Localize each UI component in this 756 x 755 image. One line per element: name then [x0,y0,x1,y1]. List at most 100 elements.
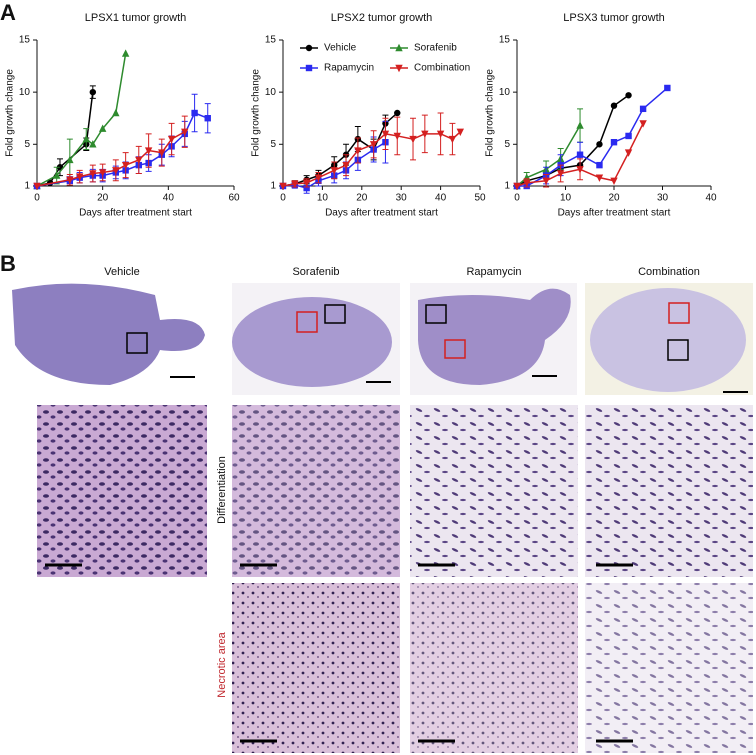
marker [369,141,378,149]
y-tick-label: 1 [504,181,510,192]
y-tick-label: 5 [270,139,276,150]
y-tick-label: 5 [504,139,510,150]
legend-marker [305,64,313,72]
inset-box [296,311,318,333]
marker [421,130,429,139]
marker [639,105,647,113]
legend-label: Vehicle [324,43,357,54]
x-tick-label: 20 [608,193,620,204]
marker [610,177,618,185]
y-tick-label: 10 [19,87,31,98]
legend-marker [395,64,403,73]
x-tick-label: 10 [560,193,572,204]
marker [112,167,120,175]
y-tick-label: 15 [265,35,277,46]
legend-label: Rapamycin [324,63,374,74]
column-label: Combination [638,266,700,278]
inset-box [444,339,466,359]
x-tick-label: 30 [657,193,669,204]
scale-bars [45,563,633,743]
panel-label: B [0,251,16,276]
marker [144,147,153,155]
marker [596,141,603,148]
marker [75,173,84,181]
x-tick-label: 0 [280,193,286,204]
series-line [36,53,127,187]
micrograph [232,405,400,577]
marker [624,149,633,157]
marker [596,161,603,169]
x-tick-label: 40 [435,193,447,204]
panel-label: A [0,0,16,25]
marker [542,177,550,185]
marker [354,147,362,155]
x-tick-label: 0 [514,193,520,204]
chart-title: LPSX2 tumor growth [331,12,433,24]
marker [66,155,74,164]
y-tick-label: 15 [19,35,31,46]
micrograph [585,405,753,577]
marker [291,180,299,189]
x-tick-label: 10 [317,193,329,204]
inset-box [425,304,447,324]
tissue [12,283,205,385]
row-label: Differentiation [216,456,228,524]
marker [303,184,310,192]
marker [664,84,671,92]
marker [98,124,107,132]
marker [82,134,90,143]
legend-label: Sorafenib [414,43,457,54]
legend-marker [395,43,403,52]
series-line [282,112,398,187]
marker [135,156,143,165]
chart-title: LPSX1 tumor growth [85,12,187,24]
x-tick-label: 60 [228,193,240,204]
y-tick-label: 10 [499,87,511,98]
tissue [418,288,571,385]
marker [98,169,107,177]
column-label: Sorafenib [292,266,339,278]
marker [394,109,401,117]
marker [121,161,130,170]
series-line [517,87,668,187]
marker [456,128,464,136]
marker [121,49,130,57]
marker [610,139,618,146]
marker [89,88,97,96]
x-tick-label: 20 [356,193,368,204]
legend-marker [305,44,313,52]
marker [381,130,390,139]
histology: Differentiation Necrotic area Vehicle So… [12,266,753,753]
row-label: Necrotic area [216,631,228,697]
y-axis-label: Fold growth change [5,69,16,157]
inset-box [324,304,346,324]
series-line [282,131,461,187]
marker [89,170,97,178]
marker [610,102,618,109]
chart-title: LPSX3 tumor growth [563,12,665,24]
tissue [232,297,392,387]
marker [112,108,120,117]
y-tick-label: 10 [265,87,277,98]
marker [181,128,189,136]
marker [330,167,338,175]
x-axis-label: Days after treatment start [79,208,192,219]
column-label: Vehicle [104,266,139,278]
marker [167,135,176,144]
y-tick-label: 5 [24,139,30,150]
y-axis-label: Fold growth change [251,69,262,157]
inset-box [667,339,689,361]
x-axis-label: Days after treatment start [558,208,671,219]
marker [314,174,323,182]
legend-label: Combination [414,63,470,74]
marker [576,151,584,158]
marker [595,174,604,182]
marker [393,132,401,141]
y-axis-label: Fold growth change [485,69,496,157]
series-line [36,112,209,187]
y-tick-label: 1 [24,181,30,192]
x-tick-label: 40 [163,193,175,204]
marker [576,121,584,129]
marker [625,92,632,99]
